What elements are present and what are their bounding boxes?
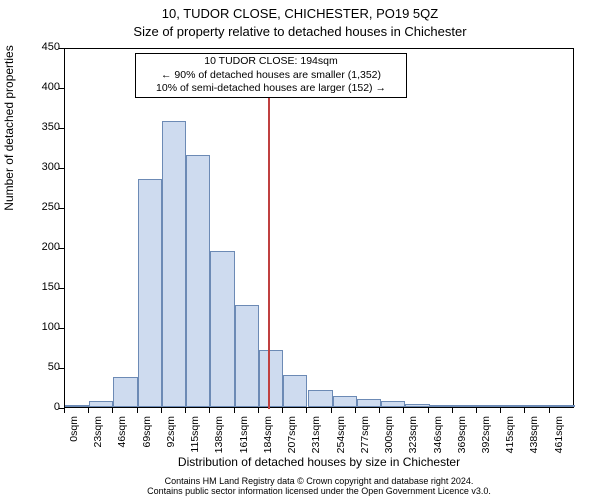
x-tick-label: 69sqm [141, 416, 153, 476]
x-tick-mark [500, 408, 501, 413]
x-tick-label: 138sqm [213, 416, 225, 476]
info-line-3: 10% of semi-detached houses are larger (… [142, 82, 400, 96]
x-tick-label: 207sqm [286, 416, 298, 476]
x-tick-mark [549, 408, 550, 413]
histogram-bar [210, 251, 234, 407]
histogram-bar [186, 155, 210, 407]
x-tick-mark [258, 408, 259, 413]
x-tick-label: 323sqm [407, 416, 419, 476]
histogram-bar [113, 377, 137, 407]
histogram-bar [283, 375, 307, 407]
y-tick-mark [59, 88, 64, 89]
x-tick-label: 415sqm [504, 416, 516, 476]
x-tick-label: 0sqm [68, 416, 80, 476]
y-tick-label: 200 [30, 241, 60, 253]
y-tick-mark [59, 248, 64, 249]
histogram-bar [89, 401, 113, 407]
x-tick-label: 184sqm [262, 416, 274, 476]
histogram-bar [478, 405, 502, 407]
chart-subtitle: Size of property relative to detached ho… [0, 24, 600, 39]
x-tick-label: 277sqm [359, 416, 371, 476]
y-tick-mark [59, 288, 64, 289]
histogram-bar [333, 396, 357, 407]
y-tick-label: 350 [30, 121, 60, 133]
histogram-bar [405, 404, 429, 407]
plot-area: 10 TUDOR CLOSE: 194sqm← 90% of detached … [64, 48, 574, 408]
y-tick-label: 100 [30, 321, 60, 333]
y-axis-label: Number of detached properties [2, 28, 16, 228]
chart-title: 10, TUDOR CLOSE, CHICHESTER, PO19 5QZ [0, 6, 600, 21]
property-marker-line [268, 93, 270, 409]
x-tick-label: 369sqm [456, 416, 468, 476]
info-line-2: ← 90% of detached houses are smaller (1,… [142, 69, 400, 83]
x-tick-label: 438sqm [528, 416, 540, 476]
y-tick-mark [59, 368, 64, 369]
histogram-bar [357, 399, 381, 407]
x-tick-mark [355, 408, 356, 413]
x-tick-label: 92sqm [165, 416, 177, 476]
x-tick-mark [524, 408, 525, 413]
y-tick-label: 150 [30, 281, 60, 293]
y-tick-label: 400 [30, 81, 60, 93]
x-tick-mark [234, 408, 235, 413]
histogram-bar [138, 179, 162, 407]
x-tick-label: 254sqm [335, 416, 347, 476]
info-line-1: 10 TUDOR CLOSE: 194sqm [142, 55, 400, 69]
y-tick-label: 50 [30, 361, 60, 373]
x-tick-mark [403, 408, 404, 413]
histogram-bar [502, 405, 526, 407]
y-tick-mark [59, 128, 64, 129]
x-tick-mark [331, 408, 332, 413]
histogram-bar [65, 405, 89, 407]
y-tick-label: 300 [30, 161, 60, 173]
x-tick-mark [64, 408, 65, 413]
footer-line-1: Contains HM Land Registry data © Crown c… [165, 476, 474, 486]
x-tick-mark [379, 408, 380, 413]
x-tick-mark [209, 408, 210, 413]
y-tick-label: 0 [30, 401, 60, 413]
x-tick-label: 346sqm [432, 416, 444, 476]
x-tick-mark [282, 408, 283, 413]
x-tick-label: 115sqm [189, 416, 201, 476]
x-tick-label: 23sqm [92, 416, 104, 476]
x-tick-mark [476, 408, 477, 413]
histogram-bar [308, 390, 332, 407]
y-tick-mark [59, 168, 64, 169]
x-tick-label: 46sqm [116, 416, 128, 476]
x-tick-mark [428, 408, 429, 413]
x-tick-label: 300sqm [383, 416, 395, 476]
x-tick-mark [88, 408, 89, 413]
x-tick-mark [112, 408, 113, 413]
histogram-bar [259, 350, 283, 407]
x-tick-mark [306, 408, 307, 413]
x-tick-label: 461sqm [553, 416, 565, 476]
x-tick-mark [452, 408, 453, 413]
y-tick-label: 450 [30, 41, 60, 53]
x-tick-label: 161sqm [238, 416, 250, 476]
x-tick-label: 392sqm [480, 416, 492, 476]
y-tick-mark [59, 48, 64, 49]
y-tick-label: 250 [30, 201, 60, 213]
histogram-bar [551, 405, 575, 407]
histogram-bar [162, 121, 186, 407]
x-tick-label: 231sqm [310, 416, 322, 476]
info-box: 10 TUDOR CLOSE: 194sqm← 90% of detached … [135, 53, 407, 98]
footer-line-2: Contains public sector information licen… [147, 486, 491, 496]
x-tick-mark [137, 408, 138, 413]
y-tick-mark [59, 328, 64, 329]
histogram-bar [454, 405, 478, 407]
footer-attribution: Contains HM Land Registry data © Crown c… [64, 476, 574, 497]
histogram-bar [527, 405, 551, 407]
property-histogram: 10, TUDOR CLOSE, CHICHESTER, PO19 5QZ Si… [0, 0, 600, 500]
histogram-bar [381, 401, 405, 407]
y-tick-mark [59, 208, 64, 209]
x-tick-mark [185, 408, 186, 413]
histogram-bar [430, 405, 454, 407]
x-tick-mark [161, 408, 162, 413]
histogram-bar [235, 305, 259, 407]
